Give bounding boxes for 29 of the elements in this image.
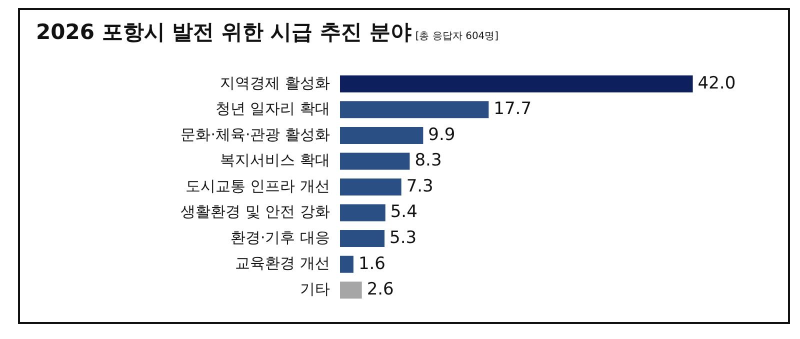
- bar: [340, 204, 386, 222]
- data-label: 7.3: [406, 176, 434, 196]
- bar: [340, 178, 402, 196]
- y-tick-label: 도시교통 인프라 개선: [185, 176, 330, 195]
- bar: [340, 101, 489, 118]
- bar: [340, 256, 354, 273]
- data-label: 17.7: [494, 99, 532, 120]
- y-tick-label: 복지서비스 확대: [220, 151, 330, 170]
- chart-subtitle: [총 응답자 604명]: [415, 31, 499, 42]
- data-label: 42.0: [698, 73, 736, 94]
- y-tick-label: 생활환경 및 안전 강화: [180, 202, 330, 221]
- bar: [340, 230, 385, 248]
- y-tick-label: 지역경제 활성화: [220, 74, 330, 92]
- chart-title: 2026 포항시 발전 위한 시급 추진 분야: [36, 20, 412, 44]
- bar: [340, 282, 362, 299]
- y-tick-label: 기타: [300, 280, 330, 298]
- data-label: 9.9: [428, 124, 456, 145]
- bar: [340, 75, 693, 92]
- bar: [340, 126, 424, 144]
- y-tick-label: 교육환경 개선: [235, 254, 330, 272]
- y-tick-label: 청년 일자리 확대: [215, 100, 330, 118]
- data-label: 8.3: [414, 150, 442, 171]
- y-tick-label: 환경·기후 대응: [230, 228, 330, 246]
- y-tick-label: 문화·체육·관광 활성화: [180, 125, 330, 144]
- data-label: 1.6: [358, 254, 386, 274]
- data-label: 5.4: [390, 202, 418, 222]
- data-label: 2.6: [366, 280, 394, 300]
- bar: [340, 152, 410, 170]
- data-label: 5.3: [390, 228, 417, 248]
